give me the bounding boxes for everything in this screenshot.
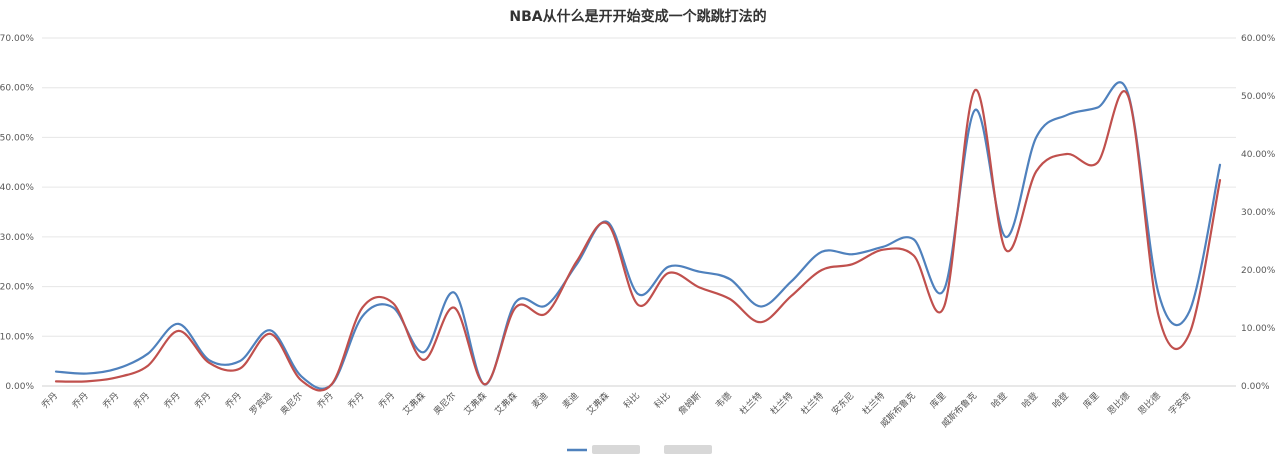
x-tick-label: 恩比德 (1135, 390, 1163, 418)
legend-label-obscured (664, 445, 712, 454)
x-tick-label: 艾弗森 (584, 390, 612, 418)
series-line-2 (54, 89, 1222, 392)
x-tick-label: 罗宾逊 (247, 390, 275, 418)
right-tick-label: 0.00% (1241, 382, 1270, 392)
gridlines (42, 37, 1236, 387)
x-tick-label: 艾弗森 (492, 390, 520, 418)
right-tick-label: 40.00% (1241, 150, 1276, 160)
x-tick-label: 恩比德 (1105, 390, 1133, 418)
right-tick-label: 20.00% (1241, 266, 1276, 276)
x-tick-label: 字安奇 (1166, 390, 1194, 418)
x-axis: 乔丹 乔丹 乔丹 乔丹 乔丹 乔丹 乔丹 罗宾逊 奥尼尔 乔丹 乔丹 乔丹 艾弗森 奥尼尔 艾弗森 艾弗森 麦迪… (39, 390, 1194, 430)
x-tick-label: 哈登 (1050, 390, 1071, 411)
x-tick-label: 安东尼 (829, 390, 857, 418)
chart-title: NBA从什么是开开始变成一个跳跳打法的 (509, 8, 766, 25)
x-tick-label: 艾弗森 (461, 390, 489, 418)
legend (567, 445, 712, 454)
x-tick-label: 乔丹 (161, 390, 182, 411)
legend-label-obscured (592, 445, 640, 454)
x-tick-label: 杜兰特 (860, 390, 888, 418)
right-y-axis: 0.00% 10.00% 20.00% 30.00% 40.00% 50.00% 60.00… (1241, 34, 1276, 392)
left-tick-label: 60.00% (0, 84, 34, 94)
left-tick-label: 10.00% (0, 332, 34, 342)
series-line-1 (54, 81, 1222, 390)
x-tick-label: 麦迪 (529, 390, 550, 411)
x-tick-label: 乔丹 (100, 390, 121, 411)
right-tick-label: 50.00% (1241, 92, 1276, 102)
series-lines (54, 81, 1222, 392)
left-y-axis: 0.00% 10.00% 20.00% 30.00% 40.00% 50.00% 60.00… (0, 34, 34, 392)
x-tick-label: 奥尼尔 (431, 390, 459, 418)
x-tick-label: 科比 (621, 390, 642, 411)
x-tick-label: 乔丹 (131, 390, 152, 411)
x-tick-label: 詹姆斯 (676, 390, 704, 418)
x-tick-label: 乔丹 (70, 390, 91, 411)
left-tick-label: 30.00% (0, 233, 34, 243)
left-tick-label: 70.00% (0, 34, 34, 44)
x-tick-label: 乔丹 (376, 390, 397, 411)
x-tick-label: 杜兰特 (768, 390, 796, 418)
left-tick-label: 50.00% (0, 133, 34, 143)
x-tick-label: 奥尼尔 (278, 390, 306, 418)
left-tick-label: 20.00% (0, 283, 34, 293)
x-tick-label: 乔丹 (223, 390, 244, 411)
x-tick-label: 乔丹 (345, 390, 366, 411)
right-tick-label: 10.00% (1241, 324, 1276, 334)
x-tick-label: 乔丹 (192, 390, 213, 411)
x-tick-label: 麦迪 (560, 390, 581, 411)
right-tick-label: 60.00% (1241, 34, 1276, 44)
x-tick-label: 乔丹 (39, 390, 60, 411)
x-tick-label: 科比 (652, 390, 673, 411)
x-tick-label: 哈登 (1019, 390, 1040, 411)
x-tick-label: 库里 (1080, 390, 1101, 411)
x-tick-label: 乔丹 (315, 390, 336, 411)
x-tick-label: 库里 (927, 390, 948, 411)
x-tick-label: 哈登 (988, 390, 1009, 411)
x-tick-label: 艾弗森 (400, 390, 428, 418)
left-tick-label: 0.00% (5, 382, 34, 392)
x-tick-label: 杜兰特 (737, 390, 765, 418)
right-tick-label: 30.00% (1241, 208, 1276, 218)
left-tick-label: 40.00% (0, 183, 34, 193)
x-tick-label: 杜兰特 (798, 390, 826, 418)
x-tick-label: 韦德 (713, 390, 734, 411)
